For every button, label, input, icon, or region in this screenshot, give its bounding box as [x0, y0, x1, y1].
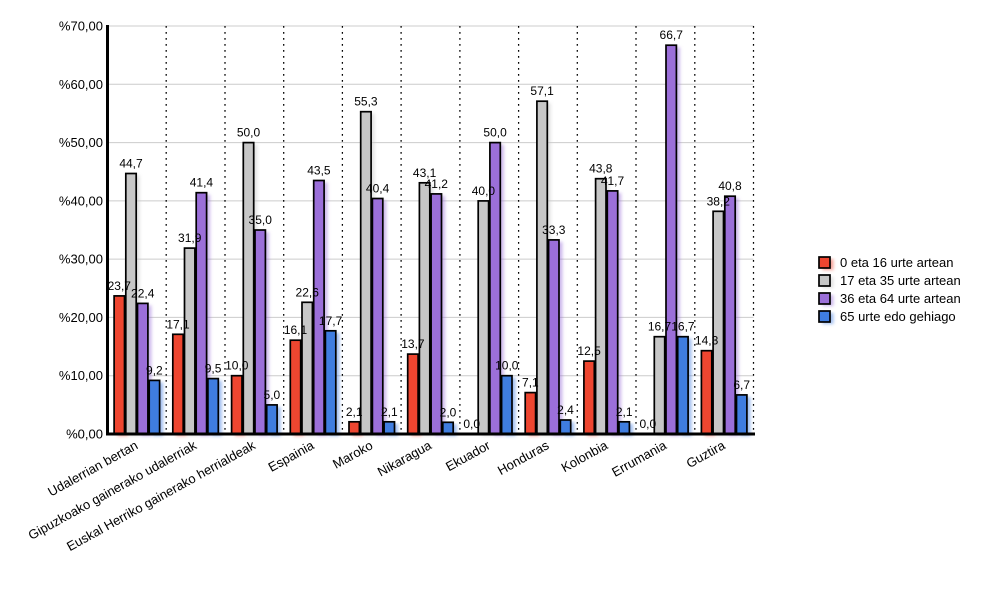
svg-text:41,7: 41,7 [601, 174, 625, 188]
svg-text:%0,00: %0,00 [66, 427, 103, 442]
svg-text:16,7: 16,7 [648, 320, 672, 334]
svg-text:23,7: 23,7 [108, 279, 132, 293]
svg-text:16,1: 16,1 [284, 323, 308, 337]
svg-text:22,6: 22,6 [296, 285, 320, 299]
svg-text:0 eta 16 urte artean: 0 eta 16 urte artean [840, 255, 953, 270]
svg-text:14,3: 14,3 [695, 334, 719, 348]
svg-text:44,7: 44,7 [119, 157, 143, 171]
svg-text:2,4: 2,4 [557, 403, 574, 417]
svg-text:2,1: 2,1 [381, 405, 398, 419]
svg-text:55,3: 55,3 [354, 95, 378, 109]
svg-text:38,2: 38,2 [707, 194, 731, 208]
svg-text:41,2: 41,2 [425, 177, 449, 191]
svg-text:17,1: 17,1 [166, 317, 190, 331]
svg-text:5,0: 5,0 [264, 388, 281, 402]
svg-text:2,0: 2,0 [440, 405, 457, 419]
svg-text:%60,00: %60,00 [59, 77, 103, 92]
svg-text:33,3: 33,3 [542, 223, 566, 237]
svg-text:43,5: 43,5 [307, 164, 331, 178]
svg-text:0,0: 0,0 [463, 417, 480, 431]
svg-text:36 eta 64 urte artean: 36 eta 64 urte artean [840, 291, 961, 306]
svg-text:22,4: 22,4 [131, 286, 155, 300]
svg-text:50,0: 50,0 [237, 126, 261, 140]
svg-text:%30,00: %30,00 [59, 252, 103, 267]
svg-text:0,0: 0,0 [639, 417, 656, 431]
svg-text:50,0: 50,0 [483, 126, 507, 140]
svg-text:65 urte edo gehiago: 65 urte edo gehiago [840, 309, 956, 324]
svg-text:40,4: 40,4 [366, 182, 390, 196]
svg-text:10,0: 10,0 [495, 359, 519, 373]
svg-text:9,2: 9,2 [146, 363, 163, 377]
svg-text:35,0: 35,0 [249, 213, 273, 227]
svg-text:10,0: 10,0 [225, 359, 249, 373]
svg-text:6,7: 6,7 [733, 378, 750, 392]
svg-text:31,9: 31,9 [178, 231, 202, 245]
svg-text:16,7: 16,7 [671, 320, 695, 334]
svg-text:%10,00: %10,00 [59, 368, 103, 383]
svg-text:41,4: 41,4 [190, 176, 214, 190]
svg-text:%50,00: %50,00 [59, 135, 103, 150]
svg-text:17 eta 35 urte artean: 17 eta 35 urte artean [840, 273, 961, 288]
svg-text:9,5: 9,5 [205, 362, 222, 376]
svg-text:40,8: 40,8 [718, 179, 742, 193]
svg-text:%70,00: %70,00 [59, 19, 103, 34]
svg-text:17,7: 17,7 [319, 314, 343, 328]
svg-text:7,1: 7,1 [522, 376, 539, 390]
svg-text:43,1: 43,1 [413, 166, 437, 180]
svg-text:%20,00: %20,00 [59, 310, 103, 325]
svg-text:2,1: 2,1 [616, 405, 633, 419]
svg-text:40,0: 40,0 [472, 184, 496, 198]
svg-text:%40,00: %40,00 [59, 193, 103, 208]
svg-text:13,7: 13,7 [401, 337, 425, 351]
svg-text:43,8: 43,8 [589, 162, 613, 176]
svg-text:12,5: 12,5 [577, 344, 601, 358]
svg-text:2,1: 2,1 [346, 405, 363, 419]
svg-text:66,7: 66,7 [660, 28, 684, 42]
svg-text:57,1: 57,1 [530, 84, 554, 98]
